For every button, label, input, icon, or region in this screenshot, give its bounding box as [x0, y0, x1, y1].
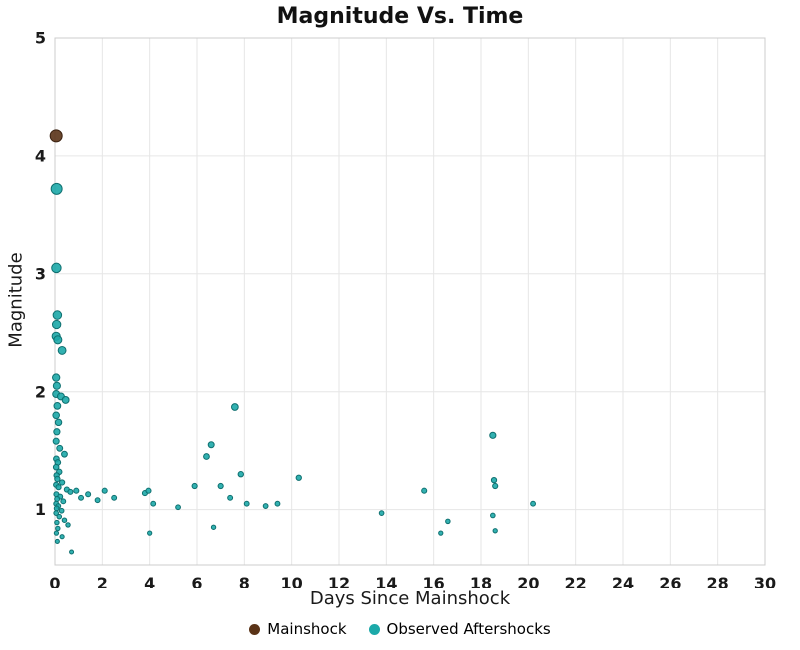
svg-text:4: 4	[144, 574, 155, 588]
svg-text:4: 4	[35, 146, 46, 165]
svg-text:24: 24	[612, 574, 634, 588]
legend: Mainshock Observed Aftershocks	[0, 620, 800, 638]
mainshock-swatch-icon	[249, 623, 261, 635]
chart-title: Magnitude Vs. Time	[276, 4, 524, 29]
svg-text:1: 1	[35, 500, 46, 519]
svg-text:26: 26	[659, 574, 681, 588]
svg-text:3: 3	[35, 264, 46, 283]
legend-item-aftershocks: Observed Aftershocks	[368, 620, 551, 638]
svg-text:18: 18	[470, 574, 492, 588]
svg-text:10: 10	[281, 574, 303, 588]
legend-label-mainshock: Mainshock	[267, 620, 347, 638]
svg-text:20: 20	[517, 574, 539, 588]
svg-text:14: 14	[375, 574, 397, 588]
svg-text:30: 30	[754, 574, 776, 588]
svg-text:5: 5	[35, 30, 46, 48]
x-axis-label: Days Since Mainshock	[309, 588, 511, 609]
svg-text:8: 8	[239, 574, 250, 588]
svg-text:16: 16	[423, 574, 445, 588]
svg-text:0: 0	[49, 574, 60, 588]
svg-text:2: 2	[97, 574, 108, 588]
svg-text:2: 2	[35, 382, 46, 401]
legend-label-aftershocks: Observed Aftershocks	[386, 620, 551, 638]
legend-item-mainshock: Mainshock	[249, 620, 347, 638]
svg-text:28: 28	[707, 574, 729, 588]
svg-text:22: 22	[565, 574, 587, 588]
svg-text:6: 6	[191, 574, 202, 588]
aftershocks-swatch-icon	[368, 623, 380, 635]
svg-text:12: 12	[328, 574, 350, 588]
